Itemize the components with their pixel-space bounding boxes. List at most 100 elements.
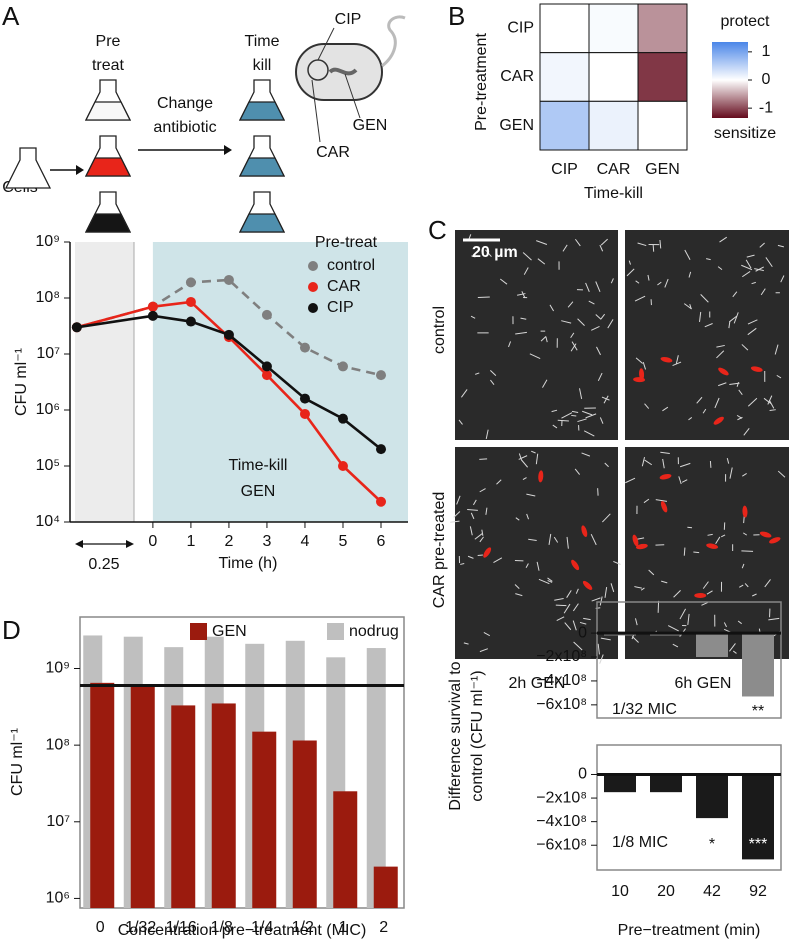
- x-tick-label: 1/16: [166, 919, 197, 936]
- cell: [595, 314, 602, 320]
- bar: [333, 791, 358, 908]
- cell: [485, 249, 492, 258]
- point: [185, 316, 196, 327]
- cell: [647, 274, 650, 281]
- y-tick-label: 10⁹: [45, 660, 70, 677]
- cell: [684, 249, 691, 260]
- cell: [780, 275, 785, 283]
- cell: [489, 369, 497, 376]
- micrograph: [625, 447, 789, 659]
- x-tick-label: 1: [339, 919, 348, 936]
- schematic: Cells Pre treat Change antibiotic Time k…: [2, 11, 406, 196]
- panel-label: D: [2, 615, 21, 645]
- cell: [583, 430, 595, 437]
- cell: [641, 457, 646, 467]
- cell: [742, 271, 751, 278]
- cell: [699, 311, 702, 322]
- cell: [613, 560, 621, 565]
- cell: [518, 453, 523, 461]
- cell: [600, 238, 608, 246]
- leader: [311, 79, 321, 143]
- cell: [672, 361, 682, 367]
- cell: [777, 470, 786, 478]
- row-label: control: [431, 306, 448, 354]
- cell: [528, 538, 537, 541]
- cell: [743, 428, 750, 436]
- cell: [515, 517, 520, 521]
- row-label: CIP: [507, 20, 534, 37]
- cell: [675, 355, 679, 365]
- y-tick-label: 10⁸: [45, 736, 70, 753]
- arrow-head: [224, 145, 232, 155]
- bar: [90, 682, 115, 908]
- point: [71, 322, 82, 333]
- flask-liquid: [84, 157, 132, 177]
- cell: [570, 332, 575, 339]
- cell: [693, 551, 700, 554]
- stained-cell: [659, 473, 672, 480]
- cell: [573, 641, 583, 651]
- stained-cell: [538, 470, 544, 483]
- y-axis-label: CFU ml⁻¹: [13, 348, 30, 416]
- point: [185, 277, 196, 288]
- legend-label: CAR: [327, 278, 361, 295]
- legend-label: nodrug: [349, 623, 399, 640]
- point: [261, 309, 272, 320]
- cell: [643, 498, 650, 504]
- cell: [659, 239, 662, 249]
- schematic-text: CIP: [335, 11, 362, 28]
- cell: [600, 637, 611, 641]
- schematic-text: GEN: [353, 117, 388, 134]
- cell: [571, 414, 577, 417]
- cell: [648, 569, 655, 576]
- cell: [557, 419, 569, 422]
- cell: [521, 459, 529, 468]
- cell: [567, 301, 574, 308]
- cell: [634, 295, 646, 302]
- y-tick-label: −6x10⁸: [536, 696, 587, 713]
- cell: [767, 395, 773, 405]
- column-label: GEN: [645, 161, 680, 178]
- cell: [768, 617, 780, 621]
- bar: [130, 685, 155, 908]
- cell: [547, 577, 553, 582]
- legend-label: control: [327, 257, 375, 274]
- stained-cell: [750, 366, 763, 372]
- flask-liquid: [238, 101, 286, 121]
- cell: [571, 410, 579, 413]
- y-axis-label: Difference survival to: [447, 661, 464, 810]
- cell: [741, 344, 749, 351]
- x-axis-label: Time-kill: [584, 185, 643, 202]
- cell: [548, 533, 552, 545]
- cell: [601, 396, 610, 401]
- cell: [574, 238, 581, 247]
- colorbar-tick-label: 1: [762, 43, 771, 60]
- y-tick-label: 10⁹: [35, 233, 60, 250]
- cell: [540, 335, 547, 342]
- heat-cell: [588, 100, 639, 151]
- cell: [470, 512, 475, 520]
- cell: [518, 455, 528, 460]
- cell: [572, 620, 577, 631]
- cell: [535, 453, 539, 465]
- point: [185, 296, 196, 307]
- y-tick-label: 10⁷: [36, 345, 60, 362]
- cell: [493, 557, 503, 563]
- cell: [595, 281, 601, 292]
- cell: [542, 379, 548, 388]
- cell: [717, 266, 723, 271]
- cell: [728, 321, 731, 329]
- x-axis-label: Time (h): [218, 555, 277, 572]
- cell: [549, 304, 555, 312]
- arrow-head: [75, 540, 83, 548]
- arrow-head: [76, 165, 84, 175]
- cell: [508, 341, 512, 348]
- y-tick-label: −4x10⁸: [536, 672, 587, 689]
- y-axis-label: CFU ml⁻¹: [9, 728, 26, 796]
- cell: [450, 520, 460, 523]
- cell: [716, 350, 725, 359]
- y-axis-label: control (CFU ml⁻¹): [469, 670, 486, 801]
- y-tick-label: 10⁴: [35, 513, 60, 530]
- cell: [525, 563, 529, 568]
- schematic-text: antibiotic: [153, 119, 216, 136]
